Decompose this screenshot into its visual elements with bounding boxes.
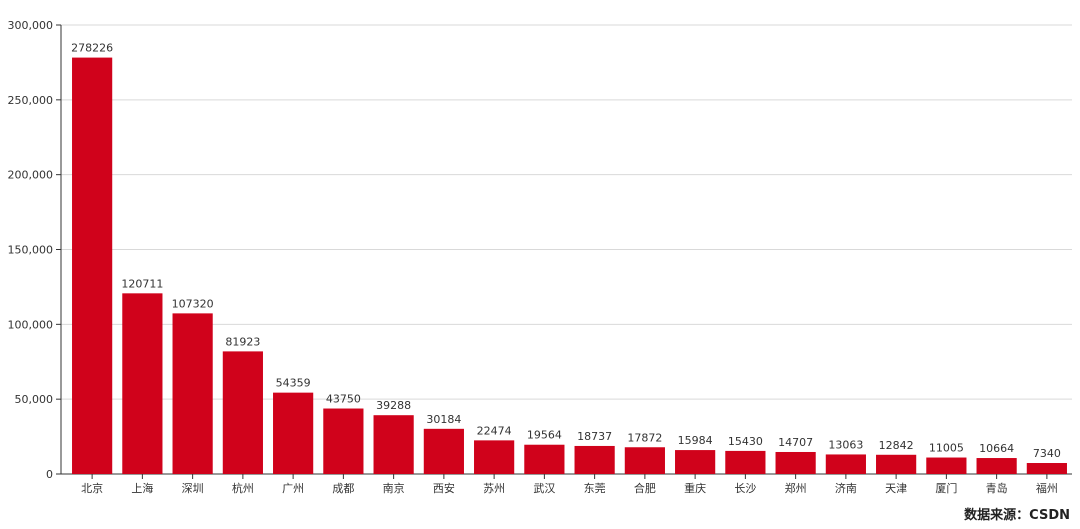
x-tick-label: 武汉: [533, 482, 555, 495]
data-label: 13063: [828, 438, 863, 451]
bar: [775, 451, 816, 474]
bar: [524, 444, 565, 474]
bar: [976, 458, 1017, 474]
data-label: 22474: [477, 424, 512, 437]
x-tick-label: 天津: [885, 482, 907, 495]
x-tick-label: 南京: [383, 481, 405, 495]
data-label: 18737: [577, 430, 612, 443]
bar: [122, 293, 163, 474]
x-tick-label: 西安: [433, 481, 455, 495]
bar: [624, 447, 665, 474]
data-label: 11005: [929, 442, 964, 455]
x-tick-label: 福州: [1036, 481, 1058, 495]
bar: [172, 313, 213, 474]
data-label: 19564: [527, 429, 562, 442]
x-tick-label: 郑州: [785, 481, 807, 495]
y-tick-label: 300,000: [8, 19, 54, 32]
data-label: 43750: [326, 393, 361, 406]
data-label: 81923: [225, 335, 260, 348]
x-tick-label: 深圳: [182, 482, 204, 495]
x-tick-label: 成都: [332, 482, 354, 495]
bar: [926, 457, 967, 474]
x-tick-label: 杭州: [232, 481, 254, 495]
bar: [423, 428, 464, 474]
x-tick-label: 东莞: [584, 482, 606, 495]
x-tick-label: 上海: [131, 481, 153, 495]
data-label: 12842: [879, 439, 914, 452]
x-tick-label: 重庆: [684, 481, 706, 495]
data-label: 120711: [121, 277, 163, 290]
y-tick-label: 250,000: [8, 94, 54, 107]
y-tick-label: 100,000: [8, 318, 54, 331]
x-tick-label: 广州: [282, 482, 304, 495]
x-tick-label: 青岛: [986, 481, 1008, 495]
y-tick-label: 50,000: [15, 393, 54, 406]
data-label: 107320: [172, 297, 214, 310]
x-tick-label: 北京: [81, 481, 103, 495]
y-tick-label: 150,000: [8, 244, 54, 257]
data-label: 15430: [728, 435, 763, 448]
data-label: 54359: [276, 377, 311, 390]
data-label: 10664: [979, 442, 1014, 455]
x-tick-label: 苏州: [483, 482, 505, 495]
bar: [825, 454, 866, 474]
data-label: 17872: [627, 431, 662, 444]
data-label: 30184: [426, 413, 461, 426]
bar: [222, 351, 263, 474]
bar: [273, 392, 314, 474]
data-label: 7340: [1033, 447, 1061, 460]
bar: [373, 415, 414, 474]
x-tick-label: 厦门: [935, 481, 957, 495]
x-tick-label: 济南: [835, 481, 857, 495]
data-label: 14707: [778, 436, 813, 449]
bar: [323, 408, 364, 474]
bar: [675, 450, 716, 474]
data-label: 39288: [376, 399, 411, 412]
bar: [474, 440, 515, 474]
bar: [72, 57, 113, 475]
x-tick-label: 合肥: [634, 481, 656, 495]
source-note: 数据来源：CSDN: [964, 508, 1070, 523]
bar: [876, 454, 917, 474]
y-tick-label: 200,000: [8, 169, 54, 182]
data-label: 278226: [71, 42, 113, 55]
bar: [1026, 463, 1067, 474]
bar: [574, 445, 615, 474]
bar: [725, 450, 766, 474]
x-tick-label: 长沙: [734, 482, 756, 495]
data-label: 15984: [678, 434, 713, 447]
y-tick-label: 0: [46, 468, 53, 481]
